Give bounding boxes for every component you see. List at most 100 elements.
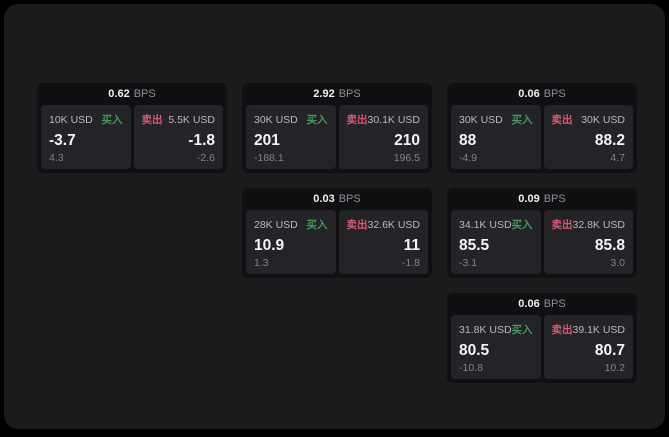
buy-sub-value: -10.8 — [459, 361, 483, 374]
bps-unit-label: BPS — [338, 88, 361, 100]
buy-notional: 31.8K USD — [459, 323, 512, 336]
sell-side-label: 卖出 — [551, 114, 573, 126]
sell-sub-value: -2.6 — [196, 151, 215, 164]
quote-cards-grid: 0.62 BPS 10K USD 买入 -3.7 4.3 卖出 5.5K USD… — [37, 83, 637, 383]
sell-price: -1.8 — [188, 131, 215, 149]
buy-price: 10.9 — [254, 236, 285, 254]
buy-sub-value: -188.1 — [254, 151, 284, 164]
buy-price: 80.5 — [459, 341, 490, 359]
sell-panel-top: 卖出 39.1K USD — [552, 322, 626, 337]
buy-panel[interactable]: 34.1K USD 买入 85.5 -3.1 — [451, 210, 541, 274]
buy-panel[interactable]: 28K USD 买入 10.9 1.3 — [246, 210, 336, 274]
bps-unit-label: BPS — [543, 298, 566, 310]
buy-price: 88 — [459, 131, 477, 149]
sell-price: 11 — [403, 236, 420, 254]
sell-panel[interactable]: 卖出 5.5K USD -1.8 -2.6 — [133, 105, 223, 169]
buy-side-label: 买入 — [511, 324, 533, 336]
sell-notional: 32.8K USD — [572, 218, 626, 231]
buy-notional: 30K USD — [254, 113, 298, 126]
bps-value: 0.03 — [313, 193, 335, 205]
buy-sell-panels: 10K USD 买入 -3.7 4.3 卖出 5.5K USD -1.8 -2.… — [37, 105, 227, 173]
sell-panel-top: 卖出 32.8K USD — [552, 217, 626, 232]
bps-unit-label: BPS — [543, 88, 566, 100]
sell-side-label: 卖出 — [551, 219, 573, 231]
buy-panel-top: 28K USD 买入 — [254, 217, 328, 232]
buy-side-label: 买入 — [511, 219, 533, 231]
buy-sell-panels: 30K USD 买入 201 -188.1 卖出 30.1K USD 210 1… — [242, 105, 432, 173]
sell-side-label: 卖出 — [346, 219, 368, 231]
buy-price: -3.7 — [49, 131, 76, 149]
sell-sub-value: 3.0 — [610, 256, 625, 269]
quote-card: 2.92 BPS 30K USD 买入 201 -188.1 卖出 30.1K … — [242, 83, 432, 173]
buy-panel-top: 10K USD 买入 — [49, 112, 123, 127]
bps-unit-label: BPS — [338, 193, 361, 205]
sell-notional: 39.1K USD — [572, 323, 626, 336]
sell-panel[interactable]: 卖出 30K USD 88.2 4.7 — [543, 105, 633, 169]
sell-side-label: 卖出 — [551, 324, 573, 336]
buy-sell-panels: 34.1K USD 买入 85.5 -3.1 卖出 32.8K USD 85.8… — [447, 210, 637, 278]
sell-sub-value: 10.2 — [604, 361, 625, 374]
quote-card: 0.09 BPS 34.1K USD 买入 85.5 -3.1 卖出 32.8K… — [447, 188, 637, 278]
buy-notional: 10K USD — [49, 113, 93, 126]
quote-card: 0.03 BPS 28K USD 买入 10.9 1.3 卖出 32.6K US… — [242, 188, 432, 278]
buy-panel[interactable]: 30K USD 买入 201 -188.1 — [246, 105, 336, 169]
sell-side-label: 卖出 — [141, 114, 163, 126]
buy-side-label: 买入 — [101, 114, 123, 126]
sell-sub-value: 196.5 — [393, 151, 420, 164]
sell-panel-top: 卖出 30K USD — [552, 112, 626, 127]
quote-card: 0.06 BPS 30K USD 买入 88 -4.9 卖出 30K USD 8… — [447, 83, 637, 173]
buy-notional: 34.1K USD — [459, 218, 512, 231]
sell-panel[interactable]: 卖出 39.1K USD 80.7 10.2 — [543, 315, 633, 379]
buy-panel-top: 30K USD 买入 — [254, 112, 328, 127]
sell-panel-top: 卖出 32.6K USD — [347, 217, 421, 232]
quotes-page: 0.62 BPS 10K USD 买入 -3.7 4.3 卖出 5.5K USD… — [4, 4, 665, 429]
bps-header: 0.06 BPS — [447, 83, 637, 105]
sell-price: 88.2 — [594, 131, 625, 149]
buy-side-label: 买入 — [511, 114, 533, 126]
bps-value: 2.92 — [313, 88, 335, 100]
quote-card: 0.62 BPS 10K USD 买入 -3.7 4.3 卖出 5.5K USD… — [37, 83, 227, 173]
bps-header: 0.06 BPS — [447, 293, 637, 315]
bps-unit-label: BPS — [543, 193, 566, 205]
buy-sell-panels: 31.8K USD 买入 80.5 -10.8 卖出 39.1K USD 80.… — [447, 315, 637, 383]
buy-panel[interactable]: 10K USD 买入 -3.7 4.3 — [41, 105, 131, 169]
buy-panel-top: 31.8K USD 买入 — [459, 322, 533, 337]
sell-panel-top: 卖出 5.5K USD — [142, 112, 216, 127]
bps-header: 0.62 BPS — [37, 83, 227, 105]
buy-sub-value: 4.3 — [49, 151, 64, 164]
sell-sub-value: -1.8 — [401, 256, 420, 269]
buy-sub-value: -3.1 — [459, 256, 478, 269]
bps-value: 0.09 — [518, 193, 540, 205]
bps-header: 0.09 BPS — [447, 188, 637, 210]
bps-header: 0.03 BPS — [242, 188, 432, 210]
buy-side-label: 买入 — [306, 114, 328, 126]
buy-price: 201 — [254, 131, 280, 149]
buy-sub-value: 1.3 — [254, 256, 269, 269]
sell-panel[interactable]: 卖出 32.6K USD 11 -1.8 — [338, 210, 428, 274]
buy-notional: 30K USD — [459, 113, 503, 126]
buy-notional: 28K USD — [254, 218, 298, 231]
buy-price: 85.5 — [459, 236, 490, 254]
bps-value: 0.06 — [518, 88, 540, 100]
buy-panel[interactable]: 31.8K USD 买入 80.5 -10.8 — [451, 315, 541, 379]
sell-notional: 30K USD — [581, 113, 625, 126]
sell-notional: 30.1K USD — [367, 113, 421, 126]
buy-sub-value: -4.9 — [459, 151, 478, 164]
buy-panel[interactable]: 30K USD 买入 88 -4.9 — [451, 105, 541, 169]
quote-card: 0.06 BPS 31.8K USD 买入 80.5 -10.8 卖出 39.1… — [447, 293, 637, 383]
sell-notional: 5.5K USD — [168, 113, 215, 126]
sell-panel-top: 卖出 30.1K USD — [347, 112, 421, 127]
sell-price: 210 — [394, 131, 420, 149]
buy-sell-panels: 28K USD 买入 10.9 1.3 卖出 32.6K USD 11 -1.8 — [242, 210, 432, 278]
bps-value: 0.06 — [518, 298, 540, 310]
sell-panel[interactable]: 卖出 32.8K USD 85.8 3.0 — [543, 210, 633, 274]
buy-side-label: 买入 — [306, 219, 328, 231]
sell-price: 85.8 — [594, 236, 625, 254]
bps-unit-label: BPS — [133, 88, 156, 100]
sell-panel[interactable]: 卖出 30.1K USD 210 196.5 — [338, 105, 428, 169]
buy-panel-top: 30K USD 买入 — [459, 112, 533, 127]
sell-price: 80.7 — [594, 341, 625, 359]
buy-panel-top: 34.1K USD 买入 — [459, 217, 533, 232]
bps-header: 2.92 BPS — [242, 83, 432, 105]
sell-side-label: 卖出 — [346, 114, 368, 126]
